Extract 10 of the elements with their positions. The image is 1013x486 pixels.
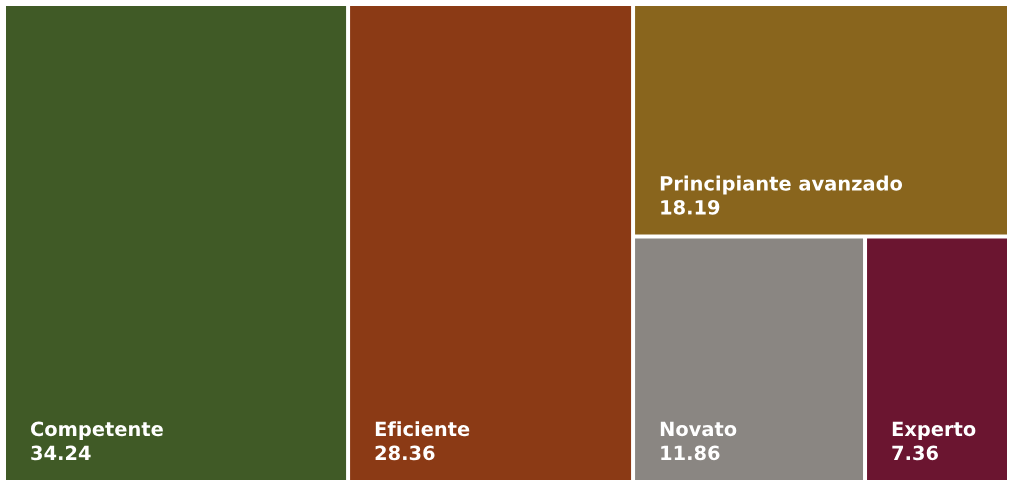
data-label: 7.36 bbox=[892, 445, 938, 461]
category-label: Principiante avanzado bbox=[660, 175, 903, 195]
category-label: Competente bbox=[30, 421, 163, 441]
data-label: 18.19 bbox=[661, 199, 720, 215]
category-label: Experto bbox=[892, 421, 976, 441]
data-label: 11.86 bbox=[661, 445, 720, 461]
category-label: Novato bbox=[660, 421, 737, 437]
category-label: Eficiente bbox=[375, 421, 470, 437]
data-label: 34.24 bbox=[31, 445, 91, 461]
data-label: 28.36 bbox=[375, 445, 435, 461]
